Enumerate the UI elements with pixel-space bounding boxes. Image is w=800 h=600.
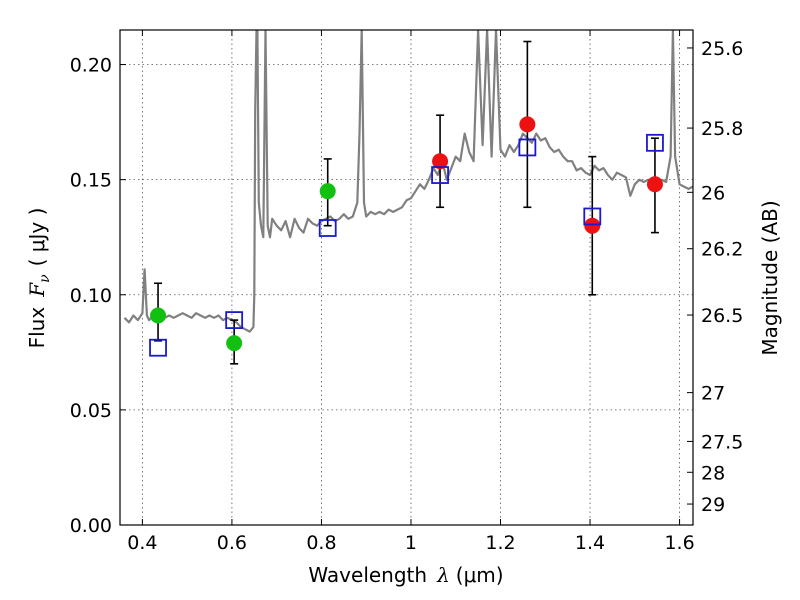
x-axis-label: Wavelength λ (μm)	[308, 563, 503, 587]
model-spectrum-line	[123, 30, 693, 333]
data-point-square	[646, 133, 664, 152]
magnitude-tick-label: 26	[701, 182, 725, 204]
x-tick-label: 1.6	[664, 532, 694, 554]
data-point-circle	[319, 183, 336, 200]
y-tick-label: 0.10	[70, 285, 112, 307]
y-tick-label: 0.05	[70, 400, 112, 422]
data-point-square	[431, 166, 449, 184]
magnitude-axis-label: Magnitude (AB)	[758, 200, 782, 355]
magnitude-tick-label: 29	[701, 494, 725, 516]
data-point-square	[318, 219, 337, 237]
data-point-circle	[150, 307, 167, 324]
magnitude-tick-label: 26.5	[701, 305, 743, 327]
data-point-square	[149, 338, 167, 357]
magnitude-tick-label: 27.5	[701, 431, 743, 453]
y-tick-label: 0.00	[70, 515, 112, 537]
y-axis-ticks: 0.00 0.05 0.10 0.15 0.20	[70, 55, 126, 537]
x-axis-ticks: 0.4 0.6 0.8 1 1.2 1.4 1.6	[127, 30, 695, 554]
x-tick-label: 1.4	[575, 532, 605, 554]
magnitude-axis-ticks: 25.6 25.8 26 26.2 26.5 27 27.5 28 29	[687, 38, 743, 516]
data-point-square	[518, 138, 537, 157]
y-tick-label: 0.15	[70, 170, 112, 192]
y-tick-label: 0.20	[70, 55, 112, 77]
x-tick-label: 0.8	[306, 532, 336, 554]
x-tick-label: 1	[405, 532, 417, 554]
data-point-square	[225, 311, 244, 329]
magnitude-tick-label: 25.8	[701, 118, 743, 140]
magnitude-tick-label: 27	[701, 383, 725, 405]
error-bars	[154, 40, 659, 365]
data-markers	[149, 116, 664, 357]
x-tick-label: 1.2	[485, 532, 515, 554]
x-tick-label: 0.4	[127, 532, 157, 554]
magnitude-tick-label: 28	[701, 462, 725, 484]
magnitude-tick-label: 25.6	[701, 38, 743, 60]
model-spectrum	[123, 30, 693, 333]
data-point-circle	[646, 176, 663, 193]
data-point-square	[583, 207, 602, 226]
data-point-circle	[519, 116, 536, 133]
y-axis-label: FluxFν( μJy )	[25, 208, 53, 349]
data-point-circle	[226, 335, 243, 352]
data-point-circle	[584, 217, 601, 234]
data-point-circle	[432, 153, 449, 170]
plot-frame	[119, 29, 694, 526]
magnitude-tick-label: 26.2	[701, 239, 743, 261]
grid	[120, 30, 693, 525]
x-tick-label: 0.6	[217, 532, 247, 554]
